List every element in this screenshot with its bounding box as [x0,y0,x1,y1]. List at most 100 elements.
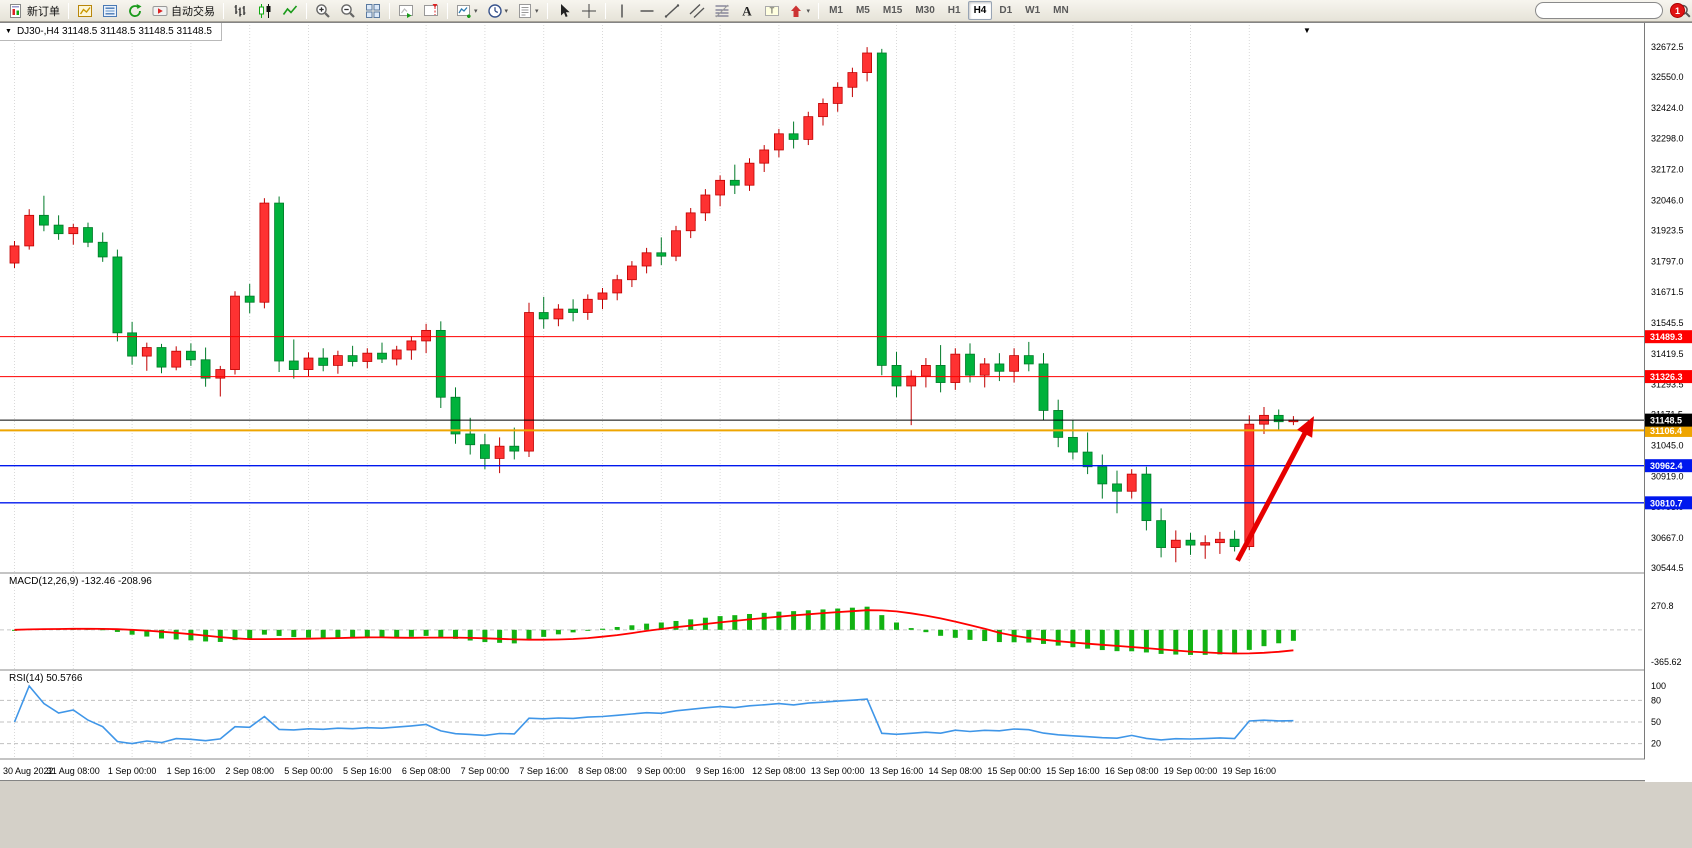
timeframe-mn-button[interactable]: MN [1053,5,1069,16]
svg-text:1 Sep 00:00: 1 Sep 00:00 [108,766,157,776]
auto-trading-icon [152,5,168,16]
svg-text:30544.5: 30544.5 [1651,563,1684,573]
svg-text:T: T [769,6,774,15]
new-order-button[interactable]: 新订单 [4,1,64,21]
indicators-button-caret[interactable]: ▾ [474,7,478,15]
templates-button[interactable]: ▾ [513,1,543,21]
svg-text:19 Sep 16:00: 19 Sep 16:00 [1223,766,1277,776]
svg-text:9 Sep 16:00: 9 Sep 16:00 [696,766,745,776]
svg-text:31326.3: 31326.3 [1650,372,1683,382]
fibonacci-button[interactable] [710,1,734,21]
svg-text:1 Sep 16:00: 1 Sep 16:00 [167,766,216,776]
svg-text:15 Sep 16:00: 15 Sep 16:00 [1046,766,1100,776]
rsi-label: RSI(14) 50.5766 [7,673,85,684]
chart-title-bar: ▼ DJ30-,H4 31148.5 31148.5 31148.5 31148… [0,23,222,41]
timeframe-h1-button[interactable]: H1 [947,5,961,16]
toolbar-separator [389,2,390,19]
trendline-button[interactable] [660,1,684,21]
toolbar-separator [604,2,606,19]
candles-layer [9,47,1299,563]
tile-windows-icon [366,3,380,18]
vertical-line-button[interactable] [610,1,634,21]
chart-collapse-icon[interactable]: ▼ [5,28,12,35]
rsi-layer [13,684,1294,745]
chart-shift-button[interactable] [419,1,443,21]
auto-scroll-icon [399,4,413,18]
svg-text:31797.0: 31797.0 [1651,256,1684,266]
svg-text:32172.0: 32172.0 [1651,165,1684,175]
bar-chart-button[interactable] [228,1,252,21]
text-button[interactable]: A [735,1,759,21]
timeframe-m1-button[interactable]: M1 [829,5,843,16]
zoom-out-button[interactable] [336,1,360,21]
svg-text:30810.7: 30810.7 [1650,498,1683,508]
toolbar-separator [546,2,548,19]
svg-text:31545.5: 31545.5 [1651,318,1684,328]
refresh-icon [129,3,142,17]
market-watch-icon [103,4,117,17]
svg-text:31106.4: 31106.4 [1650,426,1682,436]
auto-trading-button[interactable]: 自动交易 [148,1,219,21]
svg-text:30 Aug 2022: 30 Aug 2022 [3,766,54,776]
timeframe-m5-button[interactable]: M5 [855,5,870,16]
svg-text:32046.0: 32046.0 [1651,195,1684,205]
chart-window: 32672.5 32550.0 32424.0 32298.0 32172.0 32046… [0,22,1692,782]
line-chart-button[interactable] [278,1,302,21]
crosshair-button[interactable] [577,1,601,21]
search-input[interactable] [1541,4,1673,17]
svg-text:15 Sep 00:00: 15 Sep 00:00 [987,766,1041,776]
candle-chart-icon [259,3,271,18]
price-badges: 31489.3 31326.3 31106.4 30962.4 30810.7 31148… [1645,330,1692,510]
crosshair-icon [581,3,596,18]
text-label-button[interactable]: T [760,1,784,21]
tile-wind​ows-button[interactable] [361,1,385,21]
grid-layer [14,25,1250,758]
trendline-icon [664,3,679,18]
chart-menu-icon[interactable]: ▼ [1303,26,1311,35]
equidistant-channel-button[interactable] [685,1,709,21]
periods-icon [487,3,502,18]
svg-text:31148.5: 31148.5 [1650,416,1682,426]
templates-icon [519,3,532,18]
periods-button-caret[interactable]: ▾ [504,7,509,15]
svg-text:30919.0: 30919.0 [1651,471,1684,481]
toolbar: 新订单 自动交易 ▾ ▾ ▾ A T ▾ M1 M5 M15 M30 H1 H4 D1 W1 MN 1 [0,0,1692,22]
timeframe-h4-button[interactable]: H4 [967,1,993,20]
svg-text:270.8: 270.8 [1651,601,1674,611]
arrows-button[interactable]: ▾ [785,1,815,21]
arrows-button-caret[interactable]: ▾ [806,7,811,15]
market-watch-button[interactable] [98,1,122,21]
cursor-button[interactable] [552,1,576,21]
refresh-button[interactable] [123,1,147,21]
svg-text:20: 20 [1651,739,1661,749]
horizontal-line-button[interactable] [635,1,659,21]
chart-canvas[interactable]: 32672.5 32550.0 32424.0 32298.0 32172.0 32046… [0,23,1692,782]
periods-button[interactable]: ▾ [483,1,513,21]
toolbar-separator [818,2,820,19]
svg-text:31045.0: 31045.0 [1651,440,1684,450]
hlines-layer [0,336,1644,504]
svg-text:32672.5: 32672.5 [1651,42,1684,52]
zoom-in-button[interactable] [311,1,335,21]
new-order-icon [10,3,21,18]
charts-button[interactable] [73,1,97,21]
auto-scroll-button[interactable] [394,1,418,21]
svg-text:16 Sep 08:00: 16 Sep 08:00 [1105,766,1159,776]
svg-text:80: 80 [1651,695,1661,705]
timeframe-w1-button[interactable]: W1 [1025,5,1041,16]
panel-separators [0,572,1692,761]
toolbar-separator [223,2,224,19]
timeframe-m30-button[interactable]: M30 [915,5,935,16]
svg-text:32298.0: 32298.0 [1651,134,1684,144]
candlestick-chart-button[interactable] [253,1,277,21]
auto-trading-button-label: 自动交易 [171,5,215,18]
templates-button-caret[interactable]: ▾ [535,7,539,15]
indicators-button[interactable]: ▾ [452,1,482,21]
timeframe-m15-button[interactable]: M15 [882,5,903,16]
toolbar-separator [68,2,69,19]
chart-window-icon [78,4,92,17]
timeframe-d1-button[interactable]: D1 [999,5,1013,16]
notification-badge[interactable]: 1 [1670,3,1685,18]
price-axis: 32672.5 32550.0 32424.0 32298.0 32172.0 32046… [1644,23,1692,782]
svg-text:-365.62: -365.62 [1651,657,1682,667]
